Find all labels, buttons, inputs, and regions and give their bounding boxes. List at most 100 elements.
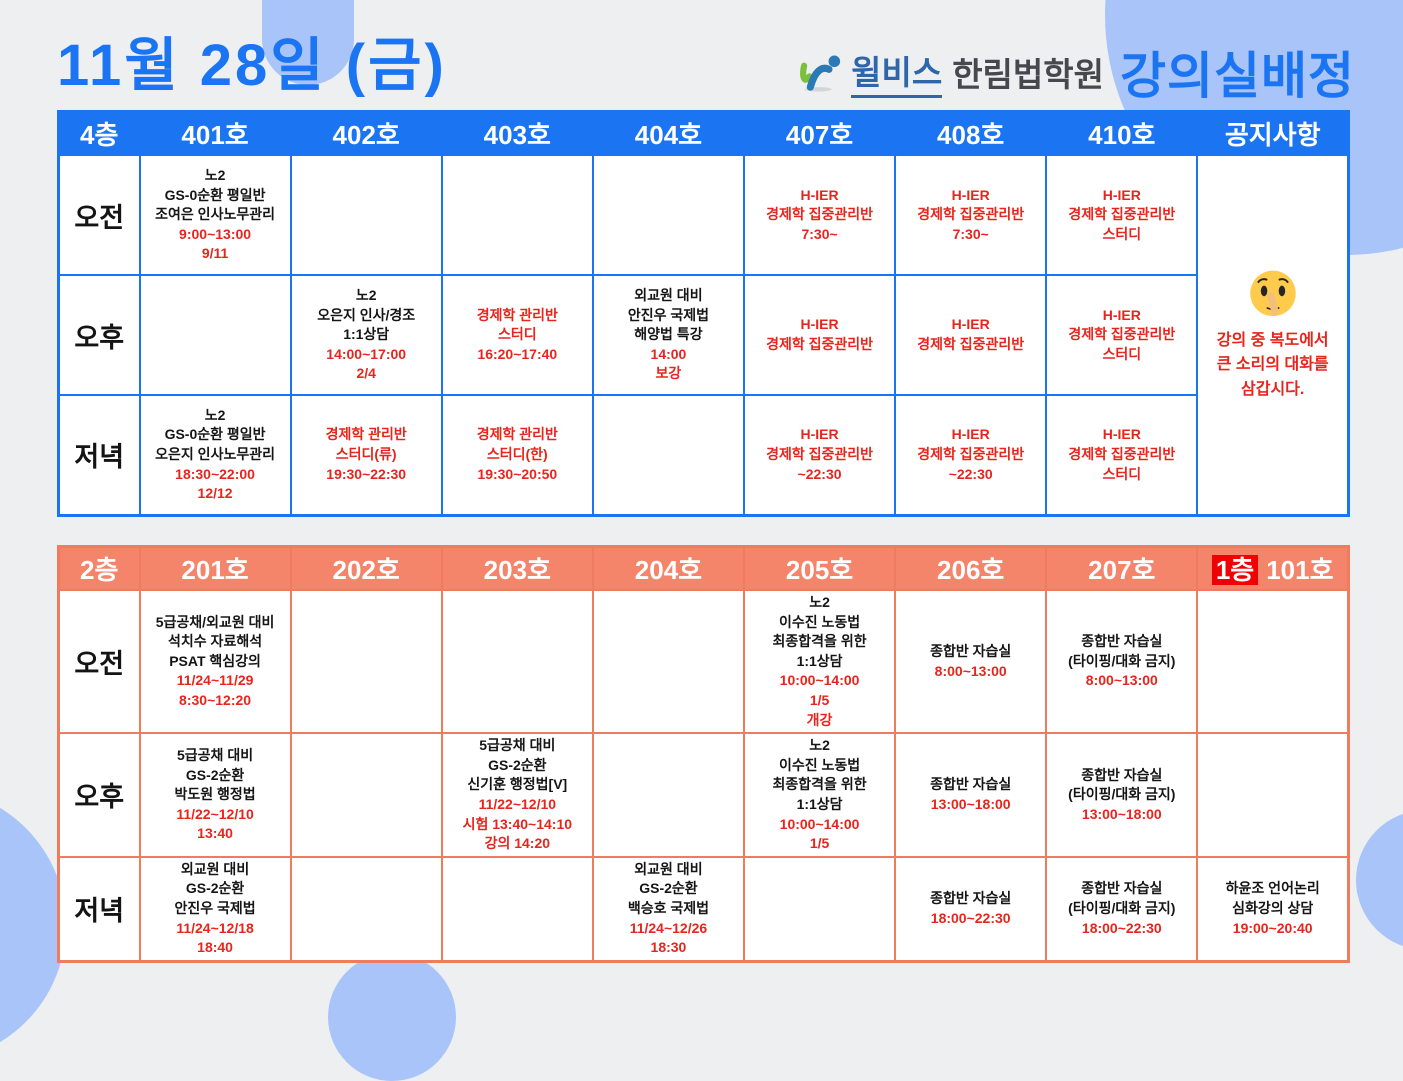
cell-time-line: 경제학 집중관리반 [1068, 206, 1176, 223]
cell-402-afternoon: 노2 오은지 인사/경조 1:1상담 14:00~17:00 2/4 [289, 274, 443, 396]
cell-408-evening: H-IER 경제학 집중관리반 ~22:30 [894, 394, 1048, 516]
cell-text-line: 노2 [809, 737, 830, 754]
schedule-row-afternoon: 오후 노2 오은지 인사/경조 1:1상담 14:00~17:00 2/4 경제학 관리반 스… [57, 274, 1349, 396]
cell-401-evening: 노2 GS-0순환 평일반 오은지 인사노무관리 18:30~22:00 12/12 [138, 394, 292, 516]
cell-204-morning [591, 588, 746, 735]
cell-time-line: 12/12 [197, 485, 233, 502]
cell-time-line: 경제학 집중관리반 [766, 336, 874, 352]
cell-410-evening: H-IER 경제학 집중관리반 스터디 [1045, 394, 1199, 516]
cell-text-line: 1:1상담 [796, 795, 843, 812]
cell-time-line: 18:30 [650, 939, 687, 956]
cell-403-afternoon: 경제학 관리반 스터디 16:20~17:40 [440, 274, 594, 396]
cell-206-evening: 종합반 자습실 18:00~22:30 [894, 855, 1048, 963]
cell-404-afternoon: 외교원 대비 안진우 국제법 해양법 특강 14:00 보강 [591, 274, 746, 396]
cell-time-line: 경제학 집중관리반 [917, 206, 1025, 223]
table-header: 4층 401호 402호 403호 404호 407호 408호 410호 공지사항 [57, 110, 1350, 156]
cell-time-line: 경제학 집중관리반 [1068, 326, 1176, 343]
cell-text-line: 안진우 국제법 [174, 899, 256, 916]
decorative-blob [1356, 810, 1403, 950]
cell-time-line: 18:00~22:30 [930, 909, 1011, 926]
room-header-401: 401호 [138, 110, 292, 156]
cell-time-line: 8:00~13:00 [1085, 672, 1158, 689]
cell-time-line: 경제학 관리반 [325, 426, 407, 443]
cell-text-line: 1:1상담 [343, 326, 390, 343]
logo-brand: 윌비스 [851, 46, 943, 98]
cell-time-line: H-IER [1102, 426, 1141, 443]
page-title: 11월 28일 (금) [57, 33, 447, 98]
cell-203-morning [440, 588, 594, 735]
cell-time-line: 개강 [806, 711, 833, 728]
cell-text-line: 종합반 자습실 [1081, 766, 1163, 783]
cell-207-afternoon: 종합반 자습실 (타이핑/대화 금지) 13:00~18:00 [1045, 732, 1199, 858]
floor-label: 4층 [57, 110, 141, 156]
cell-time-line: 11/22~12/10 [176, 805, 254, 822]
schedule-row-afternoon: 오후 5급공채 대비 GS-2순환 박도원 행정법 11/22~12/10 13:40 5급… [57, 732, 1350, 858]
cell-text-line: 하윤조 언어논리 [1225, 880, 1320, 897]
cell-401-morning: 노2 GS-0순환 평일반 조여은 인사노무관리 9:00~13:00 9/11 [138, 154, 292, 276]
cell-time-line: 13:00~18:00 [1081, 805, 1162, 822]
cell-time-line: H-IER [951, 316, 990, 333]
cell-text-line: 외교원 대비 [634, 860, 703, 877]
cell-text-line: 오은지 인사/경조 [317, 306, 416, 323]
cell-text-line: 외교원 대비 [180, 860, 250, 877]
cell-text-line: 종합반 자습실 [930, 890, 1012, 907]
cell-101-afternoon [1196, 732, 1350, 858]
cell-time-line: 경제학 집중관리반 [766, 445, 874, 462]
decorative-blob [262, 0, 354, 85]
cell-time-line: 11/24~12/18 [176, 919, 254, 936]
room-header-207: 207호 [1045, 545, 1199, 591]
schedule-row-evening: 저녁 외교원 대비 GS-2순환 안진우 국제법 11/24~12/18 18:40 외교원… [57, 855, 1350, 963]
cell-time-line: 1/5 [809, 835, 830, 852]
cell-time-line: 경제학 집중관리반 [917, 336, 1025, 352]
cell-time-line: 13:00~18:00 [930, 795, 1011, 812]
cell-203-afternoon: 5급공채 대비 GS-2순환 신기훈 행정법[V] 11/22~12/10 시험 13:… [440, 732, 594, 858]
cell-203-evening [440, 855, 594, 963]
cell-time-line: 19:30~22:30 [326, 465, 407, 482]
cell-time-line: 18:00~22:30 [1081, 919, 1162, 936]
cell-410-morning: H-IER 경제학 집중관리반 스터디 [1045, 154, 1199, 276]
floor2-section: 2층 201호 202호 203호 204호 205호 206호 207호 1층 101호 오전 5급… [57, 545, 1350, 963]
notice-cell: 강의 중 복도에서 큰 소리의 대화를 삼갑시다. [1196, 154, 1350, 516]
willbis-logo-icon [800, 55, 841, 92]
cell-204-evening: 외교원 대비 GS-2순환 백승호 국제법 11/24~12/26 18:30 [591, 855, 746, 963]
cell-text-line: GS-2순환 [639, 880, 698, 897]
cell-205-morning: 노2 이수진 노동법 최종합격을 위한 1:1상담 10:00~14:00 1/5 개강 [742, 588, 897, 735]
cell-time-line: 7:30~ [952, 225, 989, 242]
cell-text-line: 1:1상담 [796, 652, 843, 669]
logo-academy: 한림법학원 [952, 56, 1104, 93]
cell-time-line: 8:30~12:20 [179, 691, 252, 708]
cell-time-line: 스터디 [1102, 465, 1142, 482]
cell-time-line: 스터디(류) [335, 445, 397, 462]
room-header-204: 204호 [591, 545, 746, 591]
row-label-afternoon: 오후 [57, 732, 141, 858]
page-heading: 강의실배정 [1120, 48, 1355, 104]
cell-text-line: (타이핑/대화 금지) [1068, 652, 1176, 669]
room-header-408: 408호 [894, 110, 1048, 156]
row-label-afternoon: 오후 [57, 274, 141, 396]
cell-time-line: 강의 14:20 [484, 835, 551, 852]
cell-time-line: 18:30~22:00 [175, 465, 255, 482]
cell-205-afternoon: 노2 이수진 노동법 최종합격을 위한 1:1상담 10:00~14:00 1/5 [742, 732, 897, 858]
cell-101-evening: 하윤조 언어논리 심화강의 상담 19:00~20:40 [1196, 855, 1350, 963]
cell-time-line: 경제학 관리반 [476, 426, 558, 443]
cell-time-line: 9/11 [201, 245, 229, 262]
cell-time-line: ~22:30 [948, 465, 993, 482]
cell-time-line: 보강 [655, 365, 682, 382]
cell-403-morning [440, 154, 594, 276]
cell-207-evening: 종합반 자습실 (타이핑/대화 금지) 18:00~22:30 [1045, 855, 1199, 963]
cell-206-afternoon: 종합반 자습실 13:00~18:00 [894, 732, 1048, 858]
cell-202-morning [289, 588, 443, 735]
cell-410-afternoon: H-IER 경제학 집중관리반 스터디 [1045, 274, 1199, 396]
cell-text-line: 신기훈 행정법[V] [467, 776, 568, 793]
cell-text-line: 박도원 행정법 [174, 786, 256, 803]
room-header-201: 201호 [138, 545, 292, 591]
header-row: 2층 201호 202호 203호 204호 205호 206호 207호 1층 101호 [57, 545, 1350, 591]
cell-text-line: GS-0순환 평일반 [164, 186, 266, 203]
cell-text-line: 안진우 국제법 [627, 306, 710, 323]
notice-line: 강의 중 복도에서 [1216, 331, 1329, 349]
cell-text-line: 백승호 국제법 [627, 899, 710, 916]
cell-text-line: 최종합격을 위한 [772, 776, 867, 793]
cell-text-line: 종합반 자습실 [1081, 880, 1163, 897]
cell-text-line: 최종합격을 위한 [772, 633, 867, 650]
cell-time-line: 11/22~12/10 [478, 795, 557, 812]
